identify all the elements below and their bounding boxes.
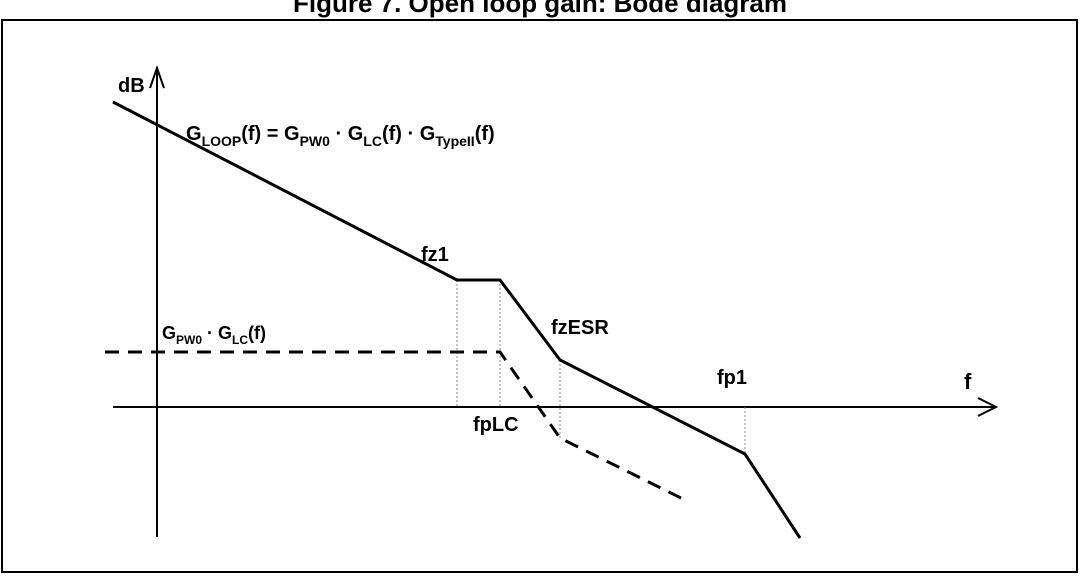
plant-gain-equation: GPW0 · GLC(f) (162, 323, 266, 347)
y-axis-label: dB (118, 75, 145, 97)
plant-gain-curve (105, 352, 685, 500)
figure-title: Figure 7. Open loop gain: Bode diagram (293, 0, 787, 18)
x-axis-label: f (964, 369, 972, 394)
diagram-border (2, 20, 1077, 572)
fz1-label: fz1 (421, 244, 449, 266)
fp1-label: fp1 (717, 367, 747, 389)
loop-gain-equation: GLOOP(f) = GPW0 · GLC(f) · GTypeII(f) (186, 123, 495, 149)
fpLC-label: fpLC (473, 414, 519, 436)
fzESR-label: fzESR (551, 317, 609, 339)
